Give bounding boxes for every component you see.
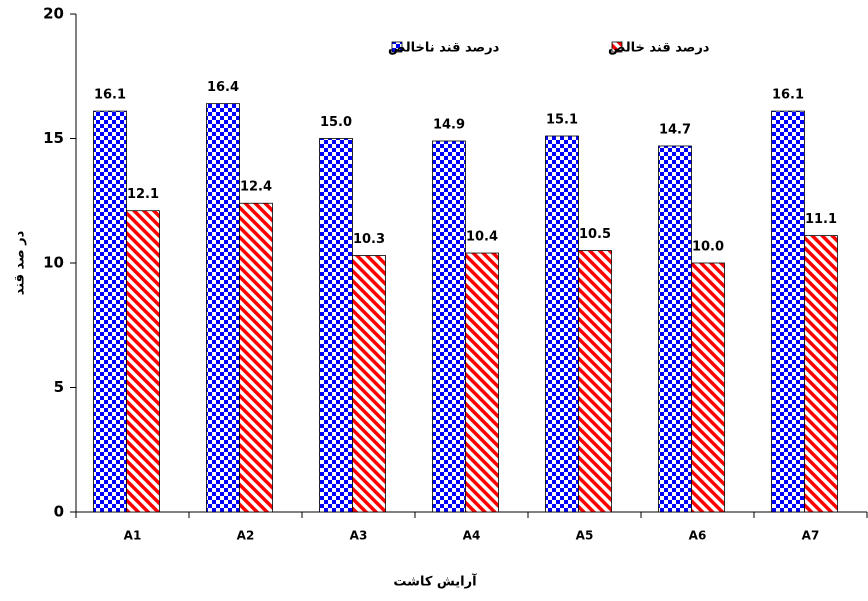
x-tick-label: A6 (689, 529, 707, 543)
data-label: 14.7 (659, 122, 691, 137)
x-tick-label: A2 (237, 529, 255, 543)
data-label: 10.3 (353, 232, 385, 247)
y-tick-label: 5 (54, 378, 64, 396)
legend-swatch (391, 41, 403, 53)
x-tick-label: A1 (124, 529, 142, 543)
data-label: 12.4 (240, 180, 272, 195)
bar (126, 210, 160, 513)
bar (432, 140, 466, 513)
bar (691, 262, 725, 513)
x-tick-label: A7 (802, 529, 820, 543)
x-tick-label: A5 (576, 529, 594, 543)
bar (206, 103, 240, 513)
legend-item: درصد قند خالص (608, 41, 710, 56)
bar (465, 252, 499, 513)
y-tick-label: 15 (43, 129, 64, 147)
bar (658, 145, 692, 513)
bar (804, 235, 838, 513)
bar (545, 135, 579, 513)
legend-item: درصد قند ناخالص (388, 41, 500, 56)
data-label: 16.1 (94, 88, 126, 103)
x-tick-label: A3 (350, 529, 368, 543)
bar (352, 255, 386, 513)
bar (319, 138, 353, 513)
x-axis-label: آرایش کاشت (393, 573, 477, 590)
y-tick-label: 10 (43, 254, 64, 272)
data-label: 15.1 (546, 113, 578, 128)
bar (239, 202, 273, 513)
bar (771, 110, 805, 513)
y-tick-label: 0 (54, 503, 64, 521)
data-label: 16.4 (207, 80, 239, 95)
y-tick-label: 20 (43, 5, 64, 23)
x-tick-label: A4 (463, 529, 481, 543)
bar (578, 250, 612, 513)
data-label: 14.9 (433, 117, 465, 132)
data-label: 10.0 (692, 240, 724, 255)
y-axis-label: در صد قند (13, 230, 28, 295)
data-label: 12.1 (127, 187, 159, 202)
legend-swatch (611, 41, 623, 53)
data-label: 10.5 (579, 227, 611, 242)
data-label: 16.1 (772, 88, 804, 103)
data-label: 11.1 (805, 212, 837, 227)
data-label: 15.0 (320, 115, 352, 130)
legend-label: درصد قند خالص (608, 41, 710, 56)
legend-label: درصد قند ناخالص (388, 41, 500, 56)
bar (93, 110, 127, 513)
data-label: 10.4 (466, 230, 498, 245)
